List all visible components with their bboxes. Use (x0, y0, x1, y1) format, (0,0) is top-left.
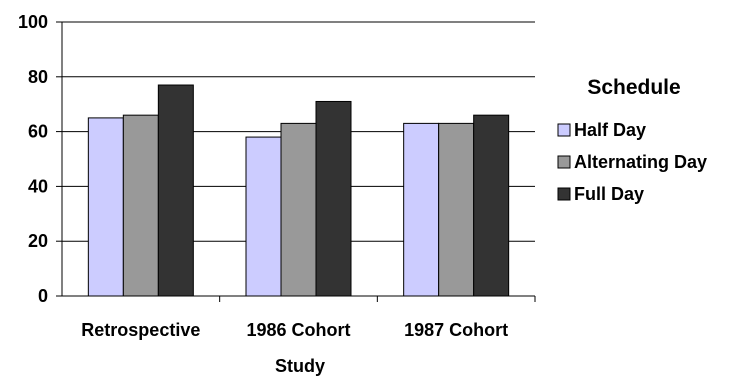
bar-half-day (403, 122, 440, 297)
x-axis-title: Study (275, 356, 325, 376)
bar-full-day (473, 114, 510, 297)
y-tick-label: 40 (28, 176, 48, 196)
bar-alternating-day (438, 122, 475, 297)
x-category-label: Retrospective (81, 320, 200, 340)
x-category-labels: Retrospective 1986 Cohort 1987 Cohort (81, 320, 508, 340)
y-tick-label: 0 (38, 286, 48, 306)
y-tick-labels: 0 20 40 60 80 100 (18, 12, 48, 306)
legend-title: Schedule (587, 76, 680, 99)
legend-items: Half Day Alternating Day Full Day (557, 120, 707, 204)
axes (56, 21, 536, 302)
legend-swatch (557, 155, 571, 169)
bar-full-day (157, 84, 194, 297)
y-tick-label: 20 (28, 231, 48, 251)
bar-alternating-day (122, 114, 159, 297)
bar-alternating-day (280, 122, 317, 297)
bars (87, 84, 510, 297)
bar-full-day (315, 100, 352, 297)
bar-half-day (87, 117, 124, 297)
y-tick-label: 60 (28, 122, 48, 142)
legend: Schedule Half Day Alternating Day Full Day (557, 76, 707, 204)
x-category-label: 1986 Cohort (246, 320, 350, 340)
legend-label: Full Day (574, 184, 644, 204)
legend-label: Alternating Day (574, 152, 707, 172)
y-tick-label: 100 (18, 12, 48, 32)
x-category-label: 1987 Cohort (404, 320, 508, 340)
legend-swatch (557, 187, 571, 201)
bar-half-day (245, 136, 282, 297)
legend-label: Half Day (574, 120, 646, 140)
y-tick-label: 80 (28, 67, 48, 87)
legend-swatch (557, 123, 571, 137)
